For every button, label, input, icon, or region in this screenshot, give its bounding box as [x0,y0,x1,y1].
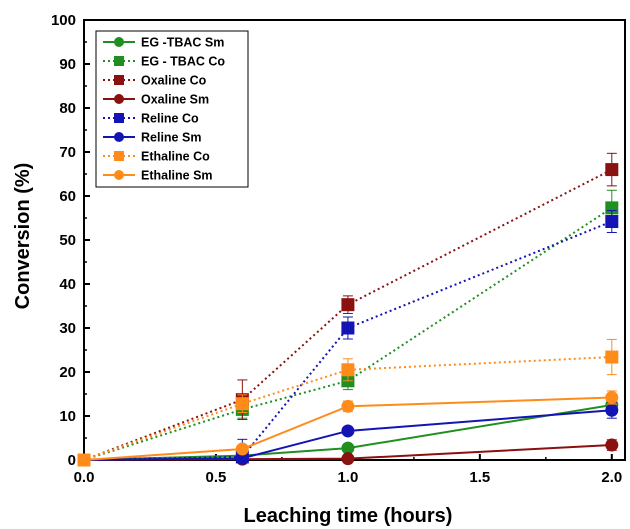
x-tick-label: 1.5 [469,469,490,486]
legend-label: Oxaline Co [141,74,207,88]
x-tick-label: 1.0 [337,469,358,486]
series-layer [77,152,619,467]
legend-label: Ethaline Co [141,150,210,164]
data-point [341,399,355,413]
y-axis-title: Conversion (%) [12,163,34,310]
legend-label: Reline Co [141,112,199,126]
data-point [77,453,91,467]
series-ethaline-sm [77,390,619,467]
y-tick-label: 10 [59,408,76,425]
data-point [605,350,619,364]
y-tick-label: 90 [59,56,76,73]
legend-swatch-marker [114,132,124,142]
legend-swatch-marker [114,94,124,104]
series-line [83,220,613,461]
legend-swatch-marker [114,56,124,66]
series-oxaline-co [77,152,619,467]
legend-label: Ethaline Sm [141,169,213,183]
legend-label: Reline Sm [141,131,201,145]
legend-label: EG - TBAC Co [141,55,225,69]
data-point [605,403,619,417]
data-point [341,452,355,466]
series-line [83,356,612,461]
y-tick-label: 40 [59,276,76,293]
x-tick-label: 0.5 [206,469,227,486]
y-tick-label: 50 [59,232,76,249]
data-point [341,363,355,377]
data-point [605,438,619,452]
y-tick-label: 0 [68,452,76,469]
data-point [235,442,249,456]
data-point [341,424,355,438]
legend-swatch-marker [114,170,124,180]
y-tick-label: 100 [51,12,76,29]
data-point [605,215,619,229]
series-line [83,409,612,461]
data-point [341,298,355,312]
data-point [605,391,619,405]
y-tick-label: 70 [59,144,76,161]
data-point [341,321,355,335]
legend-swatch-marker [114,151,124,161]
x-tick-label: 0.0 [74,469,95,486]
data-point [605,163,619,177]
series-line [83,207,613,461]
legend: EG -TBAC Sm EG - TBAC Co Oxaline Co Oxaline… [95,30,249,188]
series-line [83,396,612,461]
x-tick-label: 2.0 [601,469,622,486]
x-axis-title: Leaching time (hours) [244,505,453,527]
series-line [83,168,613,461]
legend-label: Oxaline Sm [141,93,209,107]
y-tick-label: 80 [59,100,76,117]
legend-swatch-marker [114,37,124,47]
series-line [83,404,612,461]
legend-swatch-marker [114,113,124,123]
y-tick-label: 20 [59,364,76,381]
y-tick-label: 30 [59,320,76,337]
legend-swatch-marker [114,75,124,85]
y-tick-label: 60 [59,188,76,205]
legend-label: EG -TBAC Sm [141,36,224,50]
data-point [235,397,249,411]
axis-ticks: 0 10 20 30 40 50 60 70 80 90 100 0.0 0.5 1.0 1.5 2.0 [51,12,622,486]
